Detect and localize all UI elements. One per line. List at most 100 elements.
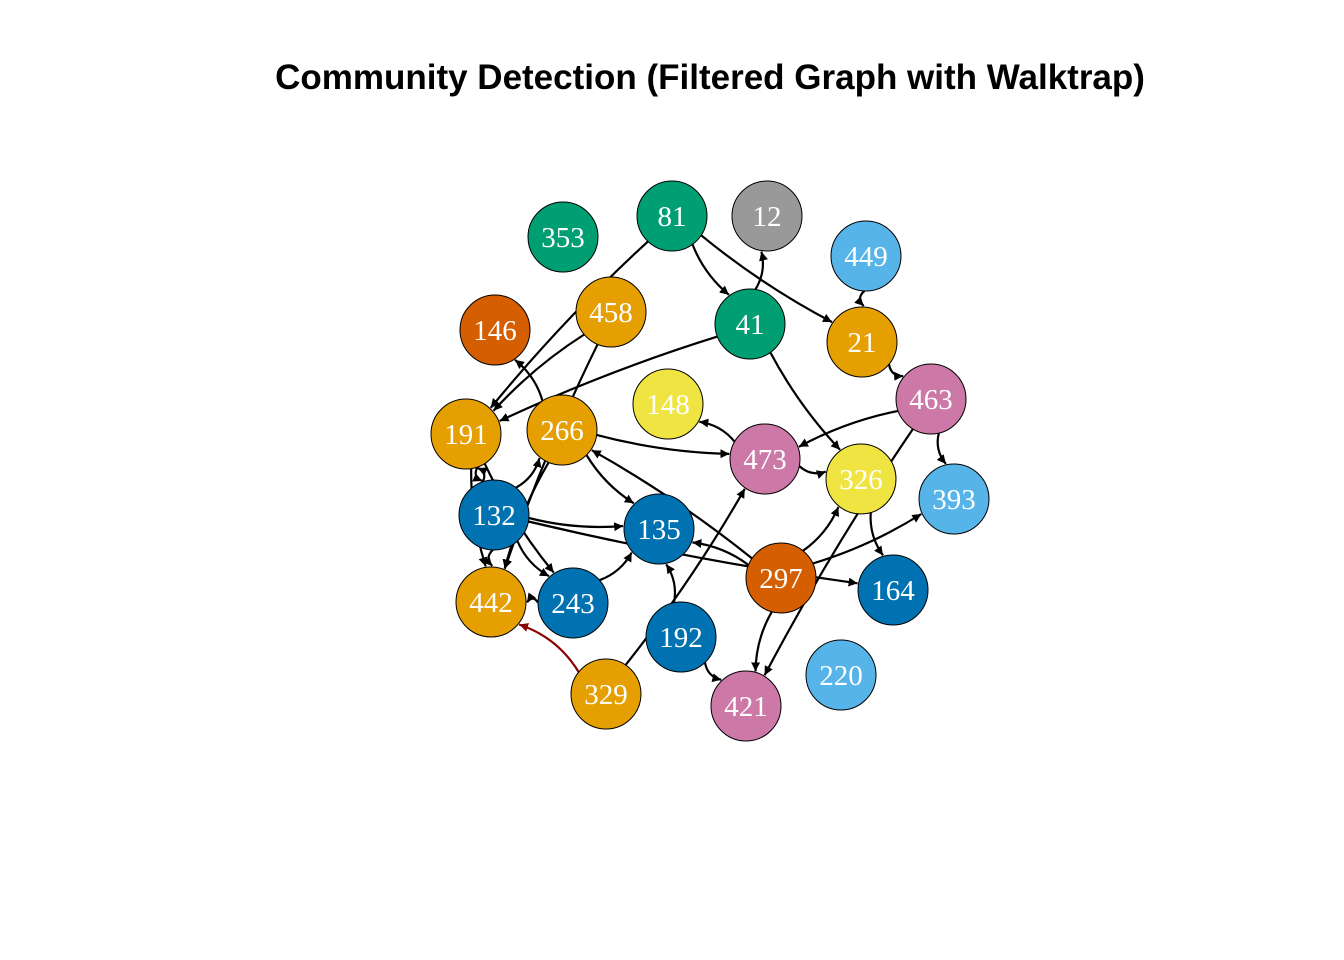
- edge-329-to-473: [624, 488, 746, 666]
- node-label-146: 146: [473, 315, 517, 347]
- node-label-192: 192: [659, 622, 703, 654]
- node-label-442: 442: [469, 587, 513, 619]
- node-label-220: 220: [819, 660, 863, 692]
- node-circle-393: [918, 463, 990, 535]
- node-146: 146: [459, 294, 531, 366]
- node-220: 220: [805, 639, 877, 711]
- node-circle-148: [632, 368, 704, 440]
- node-circle-297: [745, 542, 817, 614]
- node-label-473: 473: [743, 444, 787, 476]
- node-label-297: 297: [759, 563, 803, 595]
- edge-266-to-146: [514, 359, 544, 402]
- node-12: 12: [731, 180, 803, 252]
- node-circle-458: [575, 276, 647, 348]
- node-circle-266: [526, 394, 598, 466]
- node-circle-449: [830, 220, 902, 292]
- node-label-21: 21: [848, 327, 877, 359]
- node-442: 442: [455, 566, 527, 638]
- edge-297-to-326: [802, 506, 840, 552]
- node-label-326: 326: [839, 464, 883, 496]
- node-label-458: 458: [589, 297, 633, 329]
- node-circle-421: [710, 670, 782, 742]
- node-421: 421: [710, 670, 782, 742]
- node-label-12: 12: [753, 201, 782, 233]
- edge-191-to-132: [472, 466, 483, 483]
- edge-266-to-135: [585, 454, 635, 505]
- node-label-329: 329: [584, 679, 628, 711]
- node-label-421: 421: [724, 691, 768, 723]
- node-circle-41: [714, 288, 786, 360]
- edge-81-to-41: [691, 243, 730, 296]
- edge-41-to-12: [754, 251, 768, 290]
- edge-192-to-421: [703, 662, 722, 683]
- edge-297-to-421: [751, 611, 773, 672]
- nodes-layer: 353 81 12 449 458 146 41 21 463 148 191 266 473 326 39…: [430, 180, 990, 742]
- node-circle-164: [857, 554, 929, 626]
- edge-463-to-393: [936, 432, 947, 465]
- node-circle-135: [623, 493, 695, 565]
- edge-132-to-243: [516, 540, 550, 578]
- node-circle-463: [895, 363, 967, 435]
- edge-132-to-191: [477, 466, 488, 483]
- edge-458-to-191: [492, 333, 585, 412]
- node-circle-326: [825, 443, 897, 515]
- node-circle-243: [537, 567, 609, 639]
- edge-297-to-135: [692, 539, 750, 566]
- edge-463-to-421: [763, 428, 914, 676]
- edge-243-to-135: [599, 551, 633, 582]
- node-164: 164: [857, 554, 929, 626]
- node-circle-192: [645, 601, 717, 673]
- edge-81-to-21: [700, 234, 833, 324]
- node-circle-146: [459, 294, 531, 366]
- node-label-148: 148: [646, 389, 690, 421]
- edge-326-to-164: [869, 512, 884, 557]
- node-circle-473: [729, 423, 801, 495]
- node-148: 148: [632, 368, 704, 440]
- node-458: 458: [575, 276, 647, 348]
- node-393: 393: [918, 463, 990, 535]
- node-135: 135: [623, 493, 695, 565]
- node-circle-81: [636, 180, 708, 252]
- node-463: 463: [895, 363, 967, 435]
- node-label-463: 463: [909, 384, 953, 416]
- edge-81-to-191: [489, 240, 649, 409]
- edge-297-to-393: [812, 513, 922, 565]
- node-circle-21: [826, 306, 898, 378]
- node-circle-12: [731, 180, 803, 252]
- node-label-353: 353: [541, 222, 585, 254]
- node-326: 326: [825, 443, 897, 515]
- node-473: 473: [729, 423, 801, 495]
- node-circle-191: [430, 398, 502, 470]
- node-243: 243: [537, 567, 609, 639]
- chart-title: Community Detection (Filtered Graph with…: [275, 58, 1145, 97]
- node-329: 329: [570, 658, 642, 730]
- node-label-191: 191: [444, 419, 488, 451]
- edge-329-to-442: [518, 623, 580, 673]
- node-191: 191: [430, 398, 502, 470]
- node-circle-442: [455, 566, 527, 638]
- node-label-393: 393: [932, 484, 976, 516]
- node-circle-132: [458, 479, 530, 551]
- edge-243-to-442: [526, 592, 539, 604]
- node-41: 41: [714, 288, 786, 360]
- node-label-164: 164: [871, 575, 915, 607]
- edge-449-to-21: [854, 290, 866, 307]
- node-81: 81: [636, 180, 708, 252]
- node-label-243: 243: [551, 588, 595, 620]
- edge-41-to-191: [499, 335, 718, 422]
- node-circle-353: [527, 201, 599, 273]
- edge-463-to-473: [798, 409, 899, 448]
- node-192: 192: [645, 601, 717, 673]
- node-21: 21: [826, 306, 898, 378]
- edge-41-to-326: [769, 351, 841, 451]
- node-circle-220: [805, 639, 877, 711]
- node-label-81: 81: [658, 201, 687, 233]
- edge-132-to-442: [482, 549, 494, 567]
- edge-266-to-473: [596, 433, 730, 459]
- node-353: 353: [527, 201, 599, 273]
- node-297: 297: [745, 542, 817, 614]
- node-266: 266: [526, 394, 598, 466]
- node-label-449: 449: [844, 241, 888, 273]
- edge-473-to-326: [798, 465, 827, 479]
